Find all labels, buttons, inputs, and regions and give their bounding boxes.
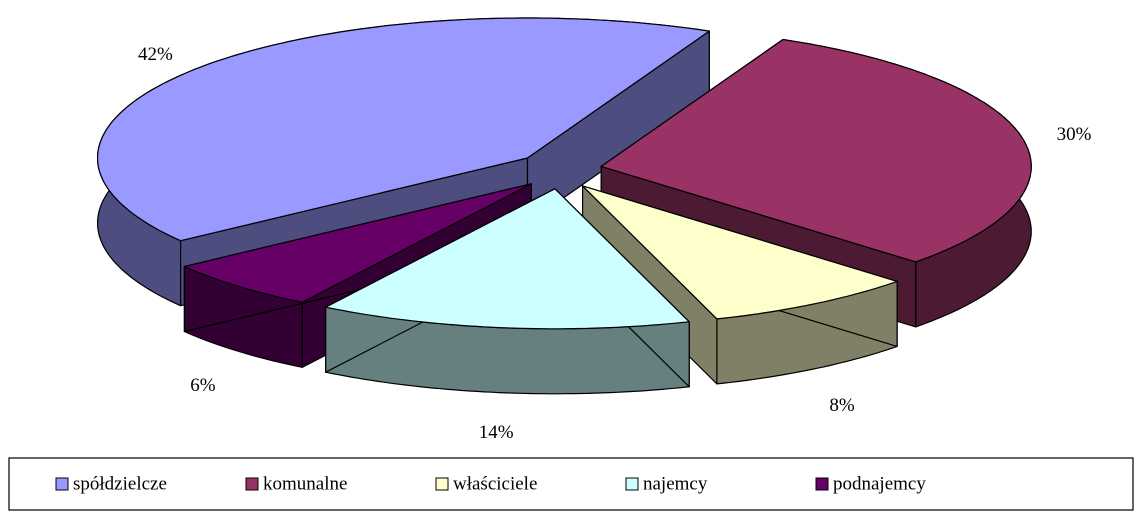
legend-label: najemcy (643, 473, 708, 494)
legend-swatch (245, 477, 259, 491)
legend-swatch (815, 477, 829, 491)
legend-label: spółdzielcze (73, 473, 167, 494)
legend-swatch (435, 477, 449, 491)
data-label: 14% (479, 422, 514, 443)
data-label: 6% (190, 375, 216, 396)
slice-top (600, 38, 1032, 263)
legend-label: komunalne (263, 473, 347, 494)
legend-label: właściciele (453, 473, 537, 494)
slice-top (97, 17, 710, 242)
slice (325, 188, 690, 395)
legend-swatch (55, 477, 69, 491)
data-label: 42% (138, 44, 173, 65)
data-label: 8% (829, 395, 855, 416)
legend-box (8, 457, 1134, 511)
legend-label: podnajemcy (833, 473, 926, 494)
slice-top (325, 188, 690, 330)
legend-swatch (625, 477, 639, 491)
data-label: 30% (1057, 124, 1092, 145)
slice-top (582, 185, 898, 320)
slice (183, 183, 532, 368)
slice-top (183, 183, 532, 303)
